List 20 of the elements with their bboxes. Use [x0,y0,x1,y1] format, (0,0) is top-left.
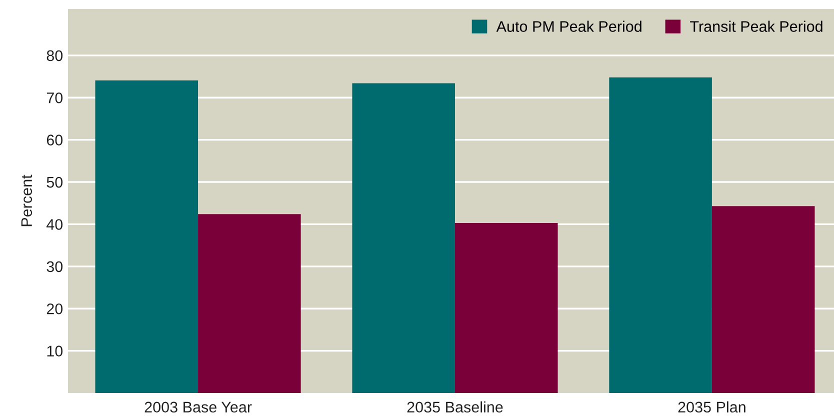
bar [95,80,198,393]
x-tick-label: 2003 Base Year [144,402,252,413]
x-tick-label: 2035 Plan [678,401,746,413]
bar [198,214,301,393]
y-tick-label: 50 [46,176,63,188]
y-tick-label: 60 [46,134,63,146]
y-tick-label: 10 [47,346,63,356]
bar [352,83,455,393]
y-axis-title: Percent [21,174,32,226]
bar [454,222,558,393]
y-tick-label: 80 [46,50,63,62]
bar [712,206,815,393]
y-tick-label: 30 [46,261,63,272]
y-tick-label: 20 [46,303,63,314]
x-tick-label: 2035 Baseline [407,401,503,413]
bar [609,77,712,393]
y-tick-label: 40 [46,219,63,230]
legend-label: Transit Peak Period [690,20,822,32]
legend-label: Auto PM Peak Period [496,20,642,32]
y-tick-label: 70 [46,92,63,104]
